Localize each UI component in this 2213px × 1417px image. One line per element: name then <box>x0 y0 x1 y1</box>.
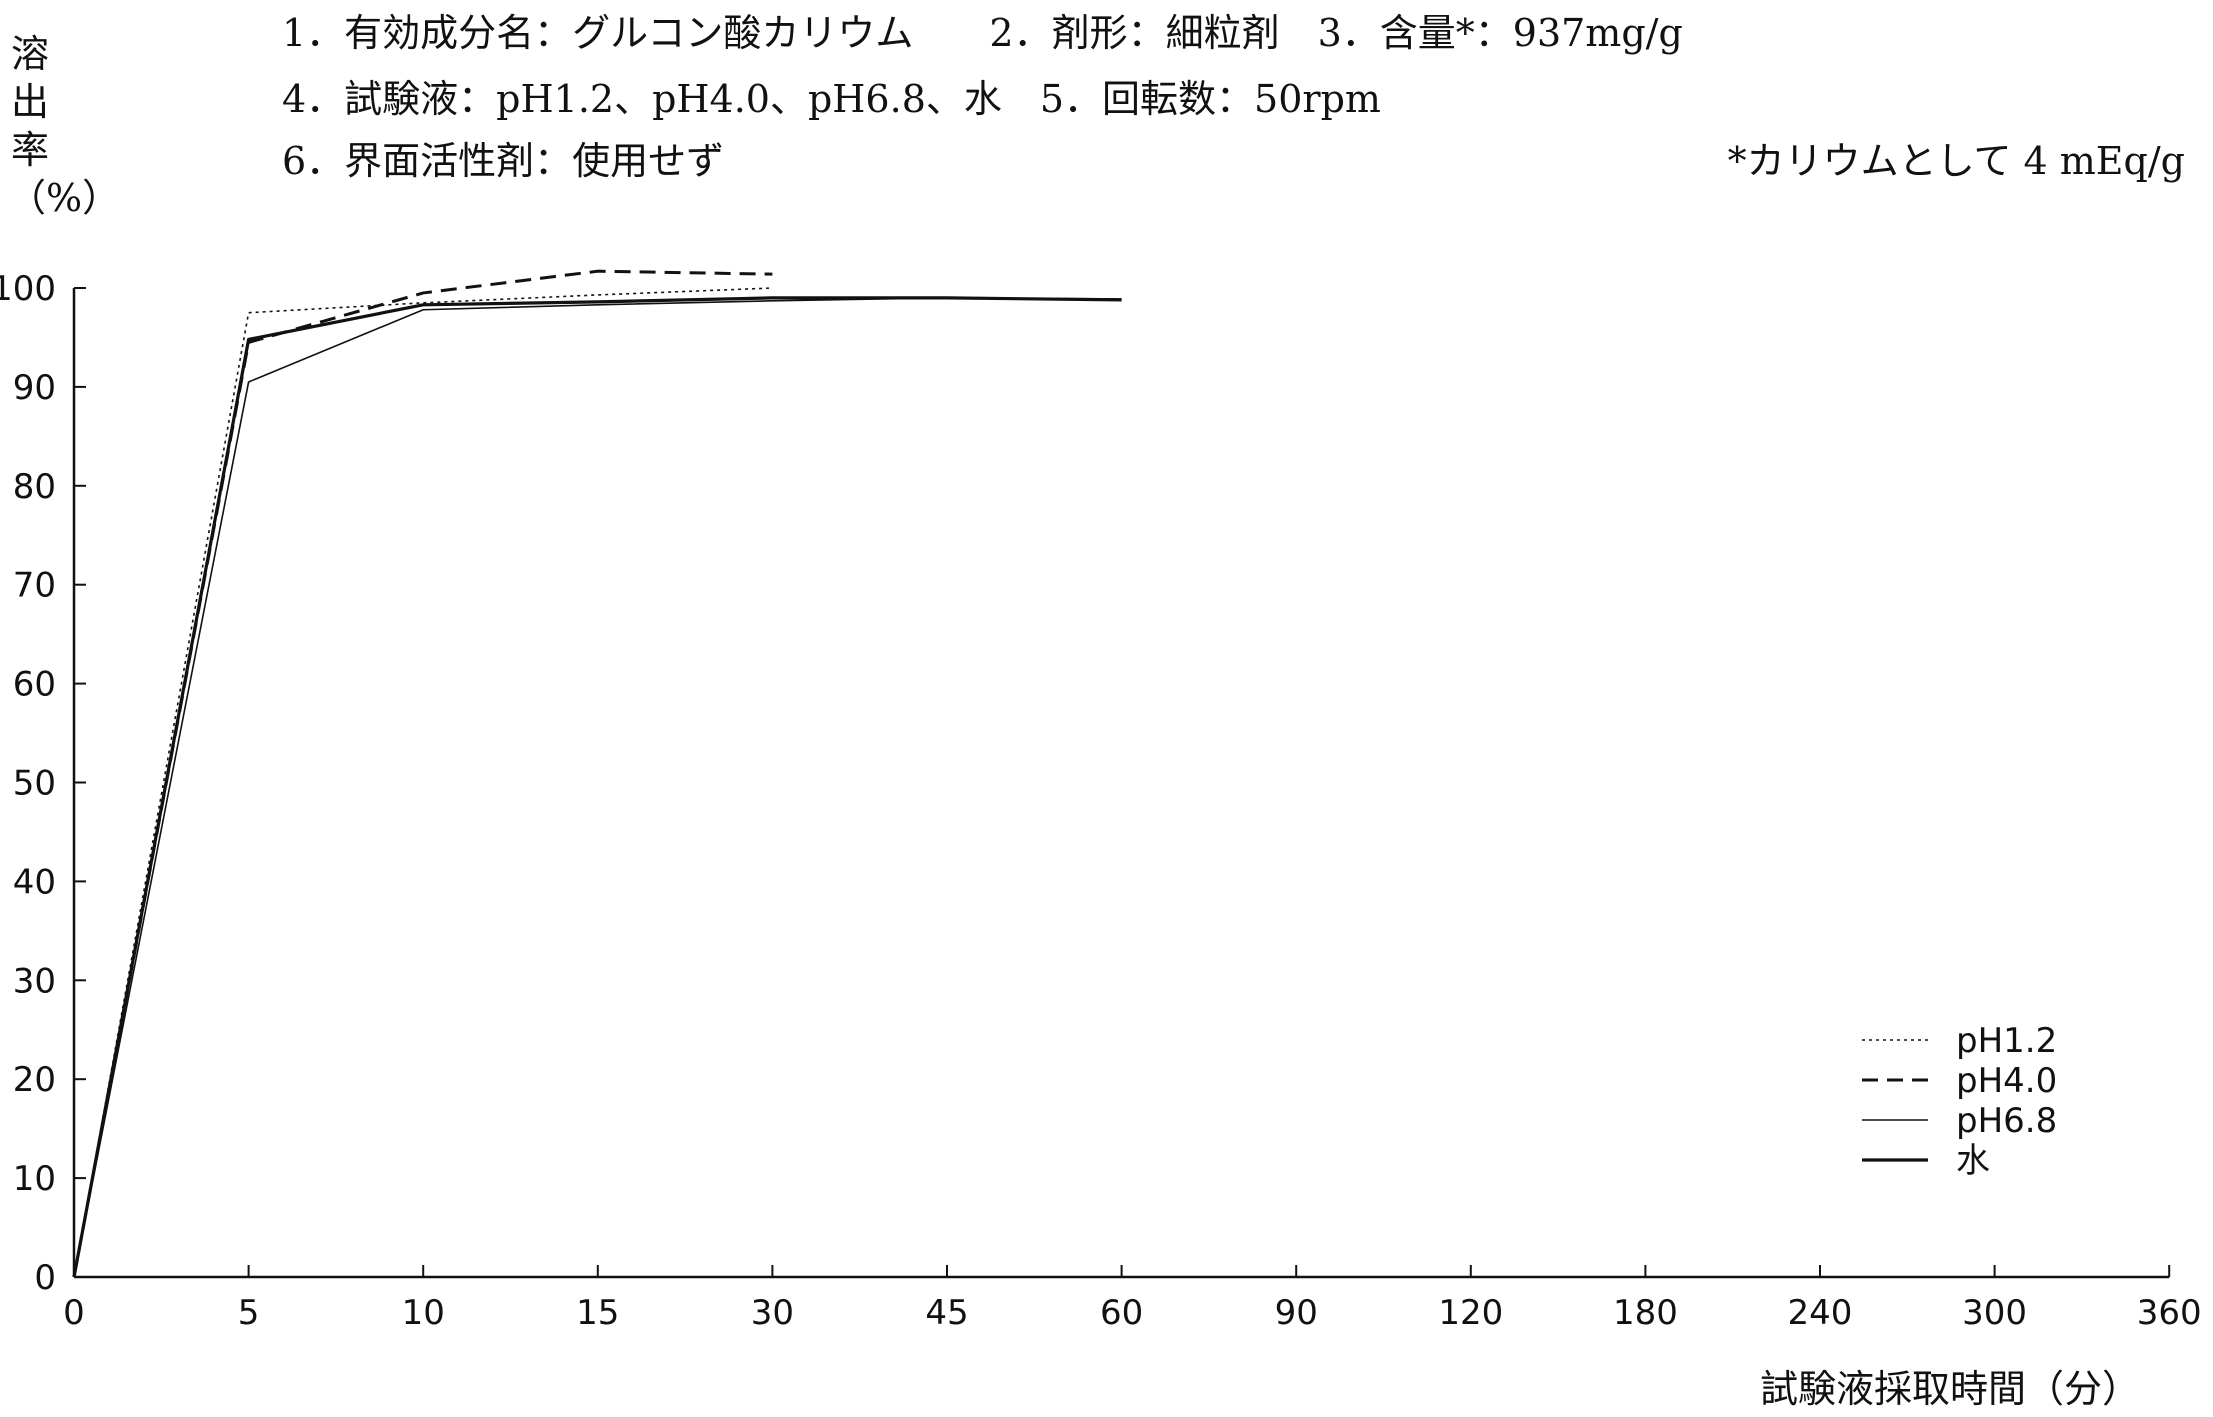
legend-label-2: pH6.8 <box>1956 1101 2057 1141</box>
x-tick-label: 10 <box>402 1293 445 1333</box>
series-line-1 <box>72 269 773 1278</box>
y-tick-label: 20 <box>13 1060 56 1100</box>
x-tick-label: 300 <box>1962 1293 2027 1333</box>
y-tick-label: 10 <box>13 1159 56 1199</box>
series-line-3 <box>72 296 1122 1278</box>
x-tick-label: 30 <box>751 1293 794 1333</box>
x-tick-label: 45 <box>925 1293 968 1333</box>
y-tick-label: 40 <box>13 862 56 902</box>
x-tick-label: 240 <box>1788 1293 1853 1333</box>
series-layer <box>72 269 1122 1278</box>
x-tick-label: 180 <box>1613 1293 1678 1333</box>
x-tick-label: 60 <box>1100 1293 1143 1333</box>
y-tick-label: 60 <box>13 665 56 705</box>
header-line-1: 1．有効成分名：グルコン酸カリウム 2．剤形：細粒剤 3．含量*：937mg/g <box>282 11 1683 55</box>
x-tick-label: 360 <box>2137 1293 2202 1333</box>
x-tick-label: 15 <box>576 1293 619 1333</box>
x-axis-title: 試験液採取時間（分） <box>1760 1367 2140 1411</box>
y-tick-label: 70 <box>13 566 56 606</box>
y-tick-label: 100 <box>0 269 56 309</box>
footnote: *カリウムとして 4 mEq/g <box>1727 139 2185 183</box>
y-tick-label: 0 <box>34 1258 56 1298</box>
legend-label-0: pH1.2 <box>1956 1021 2057 1061</box>
x-tick-label: 0 <box>63 1293 85 1333</box>
y-tick-label: 80 <box>13 467 56 507</box>
header-line-3: 6．界面活性剤：使用せず <box>282 139 725 183</box>
y-tick-label: 90 <box>13 368 56 408</box>
series-line-2 <box>73 297 1122 1278</box>
y-tick-label: 50 <box>13 764 56 804</box>
axes: 0 5 10 15 30 45 60 90 120 180 240 300 360 0 10 20 30 40 50… <box>0 269 2202 1333</box>
x-tick-label: 90 <box>1275 1293 1318 1333</box>
legend-label-1: pH4.0 <box>1956 1061 2057 1101</box>
header-line-2: 4．試験液：pH1.2、pH4.0、pH6.8、水 5．回転数：50rpm <box>282 77 1381 121</box>
series-line-0 <box>73 287 773 1278</box>
legend-label-3: 水 <box>1956 1141 1990 1181</box>
y-tick-label: 30 <box>13 961 56 1001</box>
x-tick-label: 120 <box>1438 1293 1503 1333</box>
x-tick-label: 5 <box>238 1293 260 1333</box>
